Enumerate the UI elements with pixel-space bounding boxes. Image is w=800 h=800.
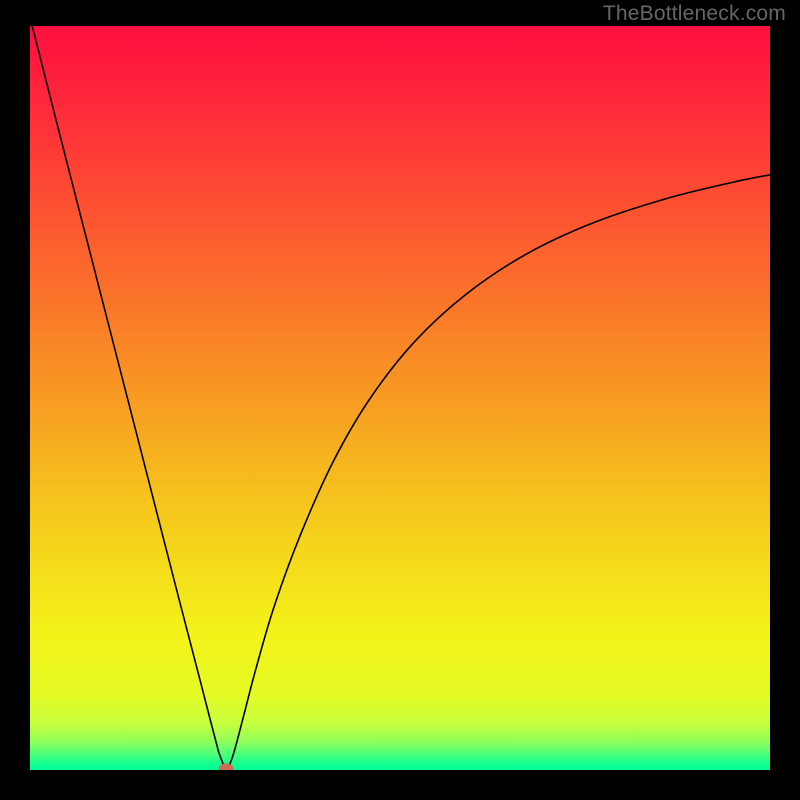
watermark-text: TheBottleneck.com [603,2,786,26]
plot-area [30,26,770,770]
bottleneck-chart [0,0,800,800]
chart-stage: TheBottleneck.com [0,0,800,800]
